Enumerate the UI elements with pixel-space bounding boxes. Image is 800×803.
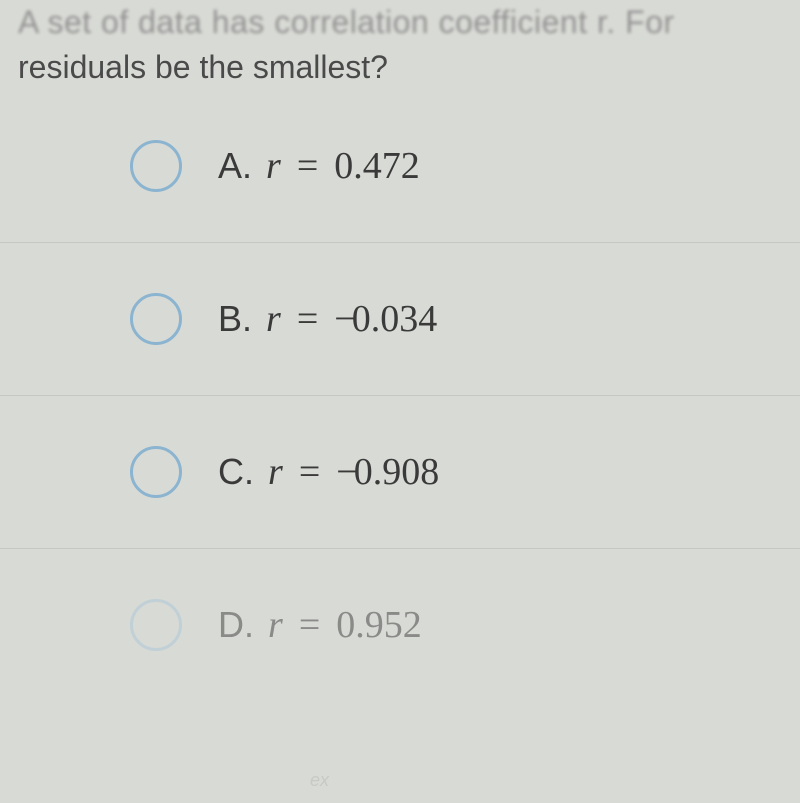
math-variable: r [268, 451, 283, 493]
math-equals: = [297, 298, 318, 340]
option-b[interactable]: B. r = −0.034 [0, 243, 800, 396]
option-label: B. r = −0.034 [218, 297, 437, 341]
option-letter: C. [218, 451, 254, 493]
math-value: 0.908 [354, 451, 440, 493]
question-text: A set of data has correlation coefficien… [0, 0, 800, 110]
option-label: A. r = 0.472 [218, 144, 420, 188]
option-d[interactable]: D. r = 0.952 [0, 549, 800, 671]
math-variable: r [266, 298, 281, 340]
math-equals: = [297, 145, 318, 187]
option-a[interactable]: A. r = 0.472 [0, 110, 800, 243]
math-variable: r [266, 145, 281, 187]
option-label: D. r = 0.952 [218, 603, 422, 647]
math-value: 0.952 [336, 604, 422, 646]
math-variable: r [268, 604, 283, 646]
math-equals: = [299, 451, 320, 493]
radio-icon[interactable] [130, 446, 182, 498]
option-letter: A. [218, 145, 252, 187]
option-letter: B. [218, 298, 252, 340]
watermark-text: ex [310, 770, 329, 791]
question-line1: A set of data has correlation coefficien… [18, 4, 675, 40]
question-line2: residuals be the smallest? [18, 49, 388, 85]
radio-icon[interactable] [130, 293, 182, 345]
math-equals: = [299, 604, 320, 646]
radio-icon[interactable] [130, 599, 182, 651]
option-letter: D. [218, 604, 254, 646]
radio-icon[interactable] [130, 140, 182, 192]
option-label: C. r = −0.908 [218, 450, 439, 494]
option-c[interactable]: C. r = −0.908 [0, 396, 800, 549]
math-value: 0.472 [334, 145, 420, 187]
math-value: 0.034 [352, 298, 438, 340]
options-container: A. r = 0.472 B. r = −0.034 C. r = −0. [0, 110, 800, 671]
